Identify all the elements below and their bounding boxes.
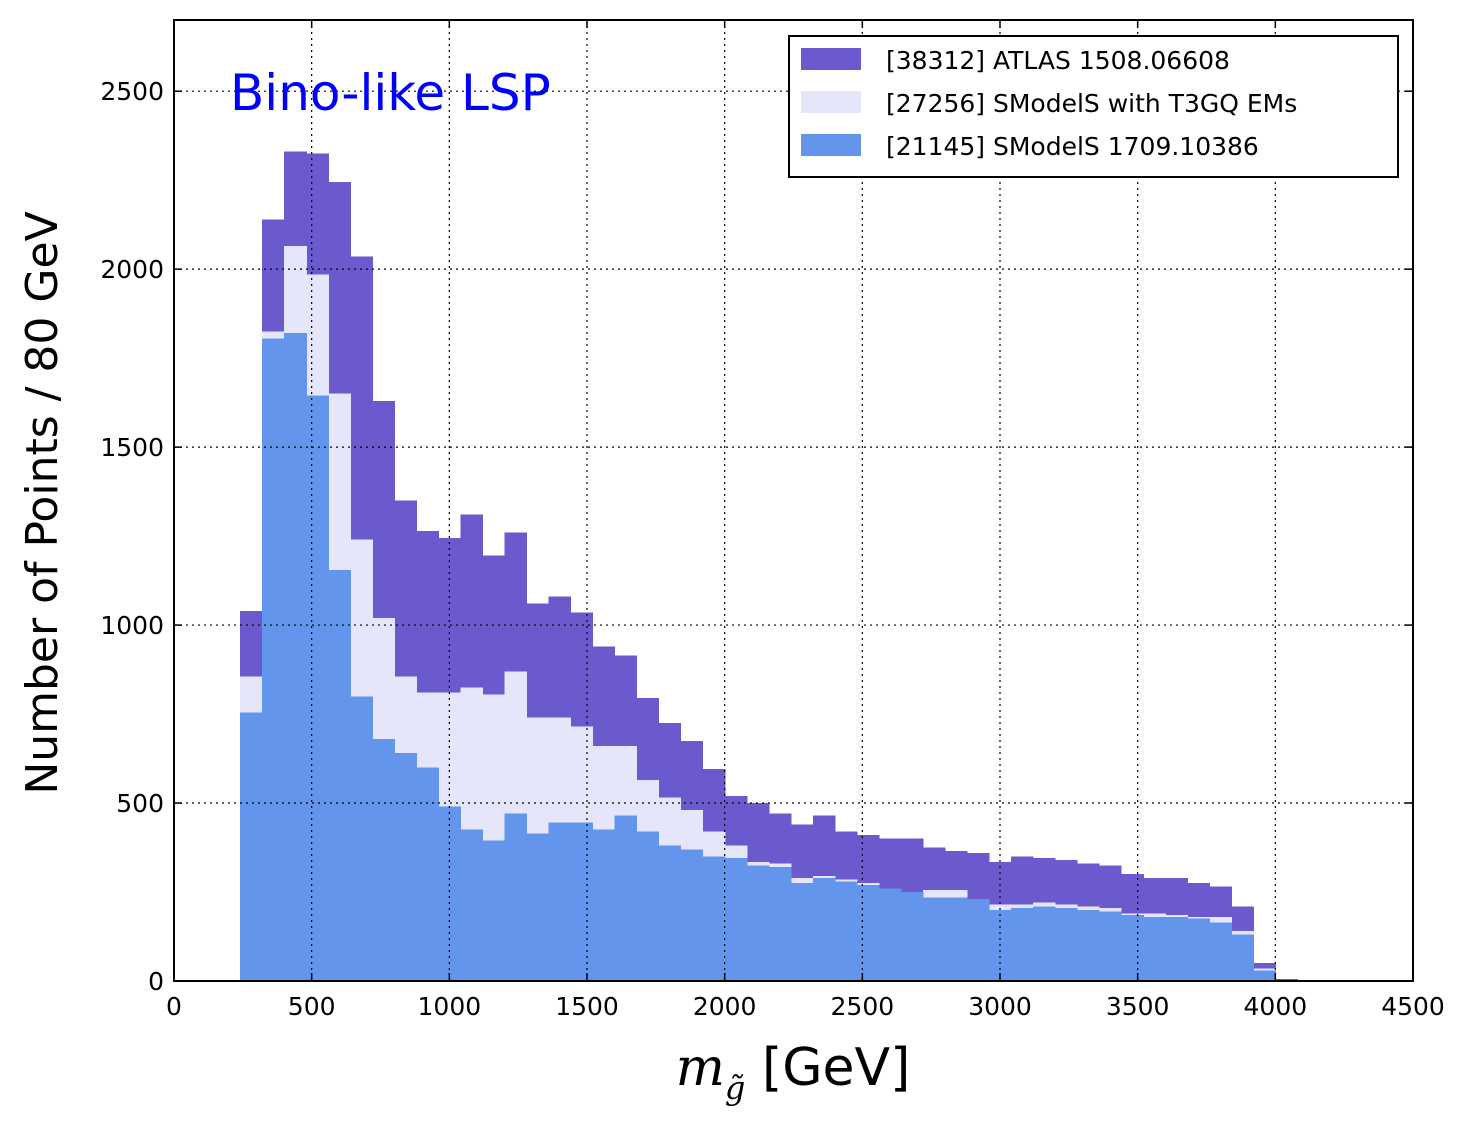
bar-series-3-bin-31 <box>900 892 924 981</box>
x-axis-label: mg̃ [GeV] <box>676 1038 911 1107</box>
bar-series-3-bin-24 <box>746 865 770 981</box>
y-tick-label: 1500 <box>100 433 164 462</box>
bar-series-3-bin-43 <box>1165 916 1188 981</box>
bar-series-3-bin-6 <box>350 696 373 981</box>
legend-box <box>788 35 1399 178</box>
legend-label-1: [38312] ATLAS 1508.06608 <box>886 46 1230 75</box>
bar-series-3-bin-25 <box>768 867 792 981</box>
bar-series-3-bin-2 <box>262 338 285 981</box>
bar-series-3-bin-29 <box>856 884 880 981</box>
bar-series-3-bin-11 <box>460 829 483 981</box>
bar-series-3-bin-8 <box>394 753 417 981</box>
bar-series-3-bin-9 <box>416 767 439 981</box>
bar-series-3-bin-16 <box>570 822 594 981</box>
bar-series-3-bin-12 <box>482 840 505 981</box>
x-axis-label-symbol: m <box>676 1038 725 1098</box>
bar-series-3-bin-26 <box>790 883 814 981</box>
chart-annotation: Bino-like LSP <box>230 64 551 122</box>
axes-frame <box>173 19 1414 982</box>
bar-series-3-bin-30 <box>878 888 902 981</box>
legend: [38312] ATLAS 1508.06608 [27256] SModelS … <box>788 35 1399 178</box>
bar-series-3-bin-3 <box>284 333 307 981</box>
ticks-layer: 0 500 1000 1500 2000 2500 3000 3500 4000 4500 0 500… <box>100 20 1445 1021</box>
bar-series-3-bin-17 <box>592 829 616 981</box>
bar-series-3-bin-5 <box>328 569 351 981</box>
bar-series-3-bin-28 <box>834 881 858 981</box>
bar-series-3-bin-4 <box>306 395 329 982</box>
x-axis-label-subscript: g̃ <box>725 1069 745 1107</box>
y-tick-label: 2500 <box>100 77 164 106</box>
bar-series-3-bin-44 <box>1187 918 1210 981</box>
y-tick-label: 0 <box>148 967 164 996</box>
x-axis-label-unit: [GeV] <box>762 1038 910 1098</box>
x-tick-label: 2500 <box>831 992 895 1021</box>
bar-series-3-bin-10 <box>438 806 461 981</box>
x-axis-label-space <box>745 1038 762 1098</box>
bar-series-3-bin-27 <box>812 877 836 981</box>
legend-label-2: [27256] SModelS with T3GQ EMs <box>886 89 1297 118</box>
y-tick-label: 1000 <box>100 611 164 640</box>
bar-series-3-bin-14 <box>526 833 550 981</box>
bar-series-3-bin-1 <box>240 712 263 981</box>
bar-series-3-bin-32 <box>922 897 946 981</box>
bar-series-3-bin-21 <box>680 849 704 981</box>
bar-series-3-bin-7 <box>372 738 395 981</box>
bar-series-3-bin-23 <box>724 858 748 981</box>
bar-series-3-bin-46 <box>1231 934 1254 981</box>
bar-series-3-bin-42 <box>1143 916 1166 981</box>
bar-series-3-bin-33 <box>944 897 968 981</box>
x-tick-label: 4500 <box>1381 992 1445 1021</box>
y-axis-label: Number of Points / 80 GeV <box>17 211 68 794</box>
bars-layer <box>240 151 1298 982</box>
y-tick-label: 500 <box>116 789 164 818</box>
bar-series-3-bin-37 <box>1033 906 1056 981</box>
bar-series-3-bin-15 <box>548 822 572 981</box>
legend-swatch-2 <box>801 91 861 113</box>
x-tick-label: 0 <box>166 992 182 1021</box>
x-tick-label: 3500 <box>1106 992 1170 1021</box>
legend-swatch-1 <box>801 48 861 70</box>
legend-label-3: [21145] SModelS 1709.10386 <box>886 132 1259 161</box>
bar-series-3-bin-34 <box>966 899 990 981</box>
bar-series-3-bin-47 <box>1253 970 1276 981</box>
x-tick-label: 3000 <box>968 992 1032 1021</box>
bar-series-3-bin-39 <box>1077 909 1100 981</box>
bar-series-3-bin-13 <box>504 813 528 981</box>
x-tick-label: 500 <box>288 992 336 1021</box>
bar-series-3-bin-19 <box>636 831 660 981</box>
y-tick-label: 2000 <box>100 255 164 284</box>
x-tick-label: 2000 <box>693 992 757 1021</box>
bar-series-3-bin-20 <box>658 845 682 981</box>
bar-series-3-bin-45 <box>1209 922 1232 981</box>
bar-series-3-bin-36 <box>1011 908 1034 981</box>
x-tick-label: 1000 <box>418 992 482 1021</box>
bar-series-3-bin-38 <box>1055 908 1078 981</box>
bar-series-3-bin-22 <box>702 856 726 981</box>
x-tick-label: 1500 <box>555 992 619 1021</box>
bar-series-3-bin-18 <box>614 815 638 981</box>
bar-series-3-bin-40 <box>1099 911 1122 981</box>
x-tick-label: 4000 <box>1244 992 1308 1021</box>
legend-swatch-3 <box>801 134 861 156</box>
bar-series-3-bin-41 <box>1121 915 1144 981</box>
